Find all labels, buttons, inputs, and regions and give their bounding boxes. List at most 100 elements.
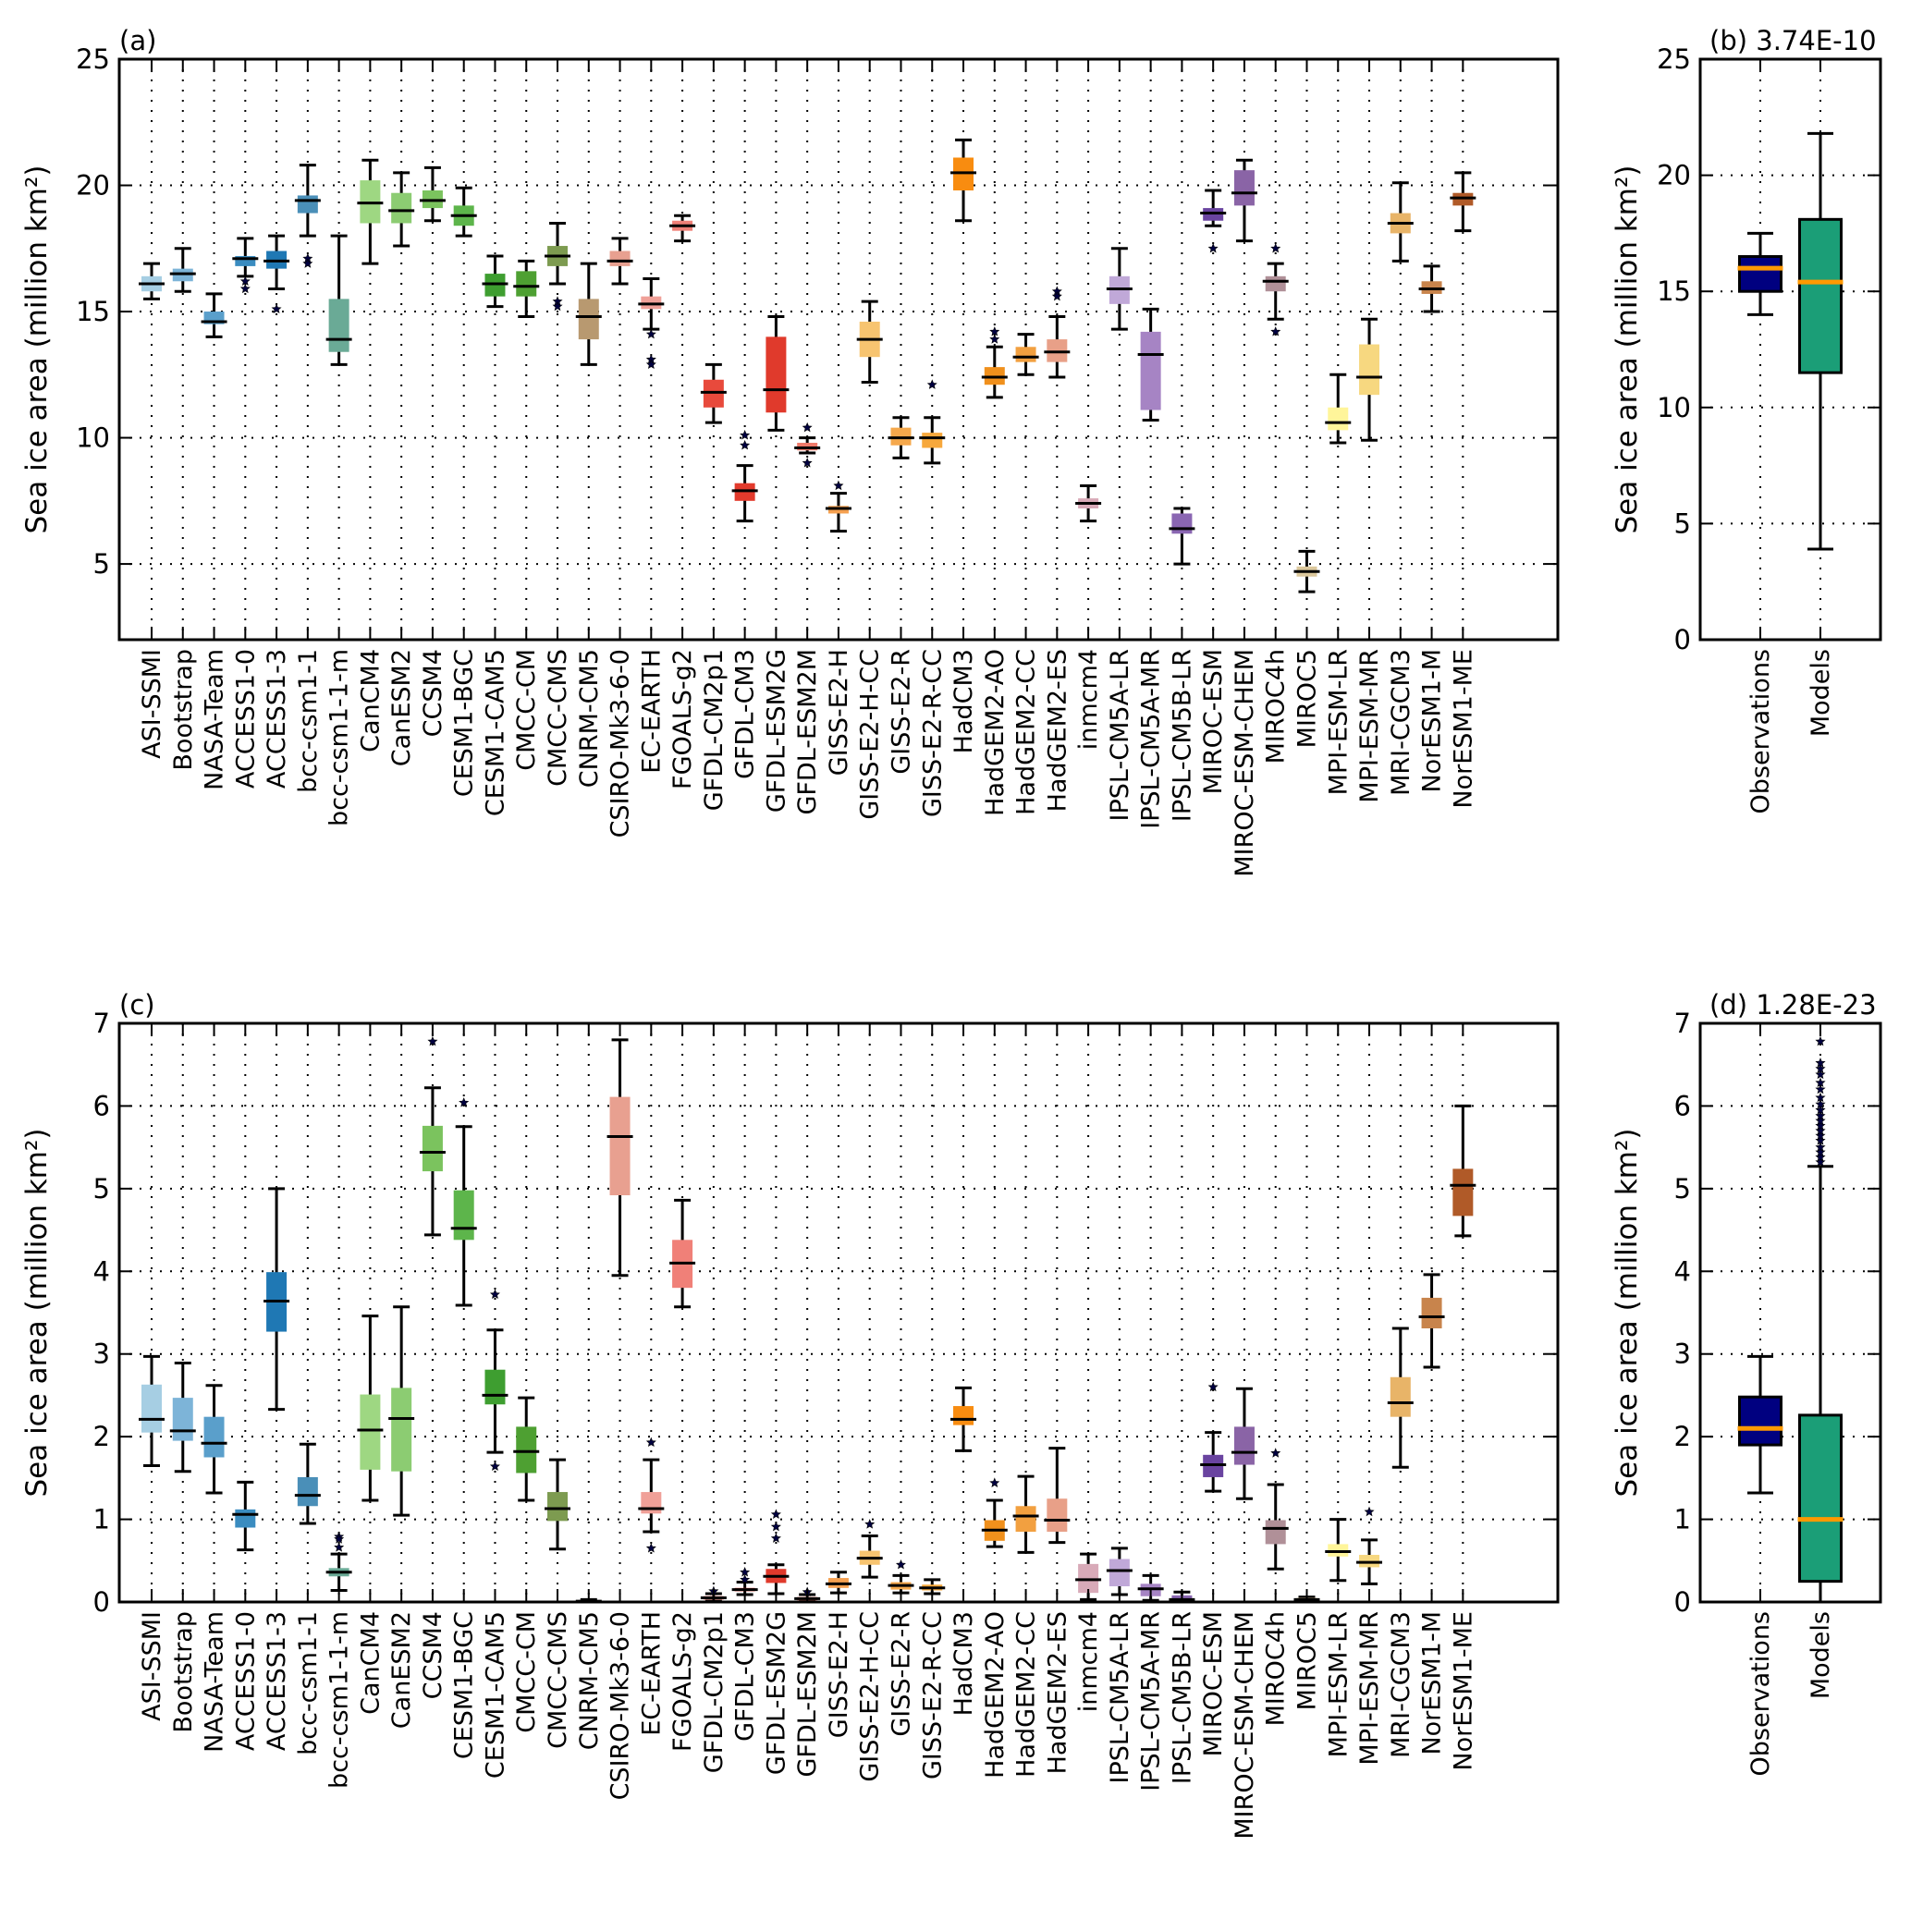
box-bootstrap	[169, 1362, 196, 1473]
x-tick-label: HadGEM2-AO	[981, 649, 1010, 816]
box-gfdl-cm3	[731, 430, 758, 523]
y-tick-label: 3	[1674, 1339, 1691, 1370]
x-tick-label: HadGEM2-CC	[1012, 1611, 1041, 1778]
box-observations	[1737, 231, 1783, 316]
axes-frame	[1698, 57, 1882, 642]
box-cmcc-cms	[545, 1458, 571, 1551]
outlier-point	[1815, 1135, 1826, 1145]
panel-title: (b) 3.74E-10	[1709, 25, 1877, 56]
outlier-point	[895, 1559, 906, 1570]
x-tick-label: ACCESS1-3	[263, 649, 291, 789]
outlier-point	[1207, 1381, 1219, 1392]
x-tick-label: GISS-E2-H-CC	[856, 1611, 885, 1782]
outlier-point	[334, 1542, 345, 1552]
outlier-point	[459, 1097, 470, 1107]
box-iqr	[1015, 1506, 1036, 1532]
outlier-point	[645, 359, 656, 370]
box-cmcc-cm	[513, 1396, 540, 1502]
x-tick-label: HadGEM2-CC	[1012, 649, 1041, 815]
x-tick-label: HadCM3	[949, 649, 978, 753]
panel-b: 0 5 10 15 20 25 Observations Models (b) 3.74E-10…	[1611, 25, 1882, 813]
x-tick-label: MPI-ESM-MR	[1355, 649, 1384, 803]
outlier-point	[864, 1519, 876, 1529]
outlier-point	[740, 430, 751, 440]
outlier-point	[1815, 1063, 1826, 1073]
x-tick-label: IPSL-CM5A-MR	[1137, 649, 1166, 829]
x-tick-label: ASI-SSMI	[138, 649, 166, 759]
box-csiro-mk3-6-0	[606, 237, 633, 286]
outlier-point	[271, 303, 282, 314]
x-tick-label: GFDL-ESM2G	[762, 1611, 790, 1775]
x-tick-label: GFDL-CM3	[731, 649, 760, 779]
box-iqr	[1798, 217, 1843, 374]
box-fgoals-g2	[669, 1198, 696, 1309]
box-iqr	[953, 1406, 974, 1425]
box-access1-3	[263, 1187, 290, 1412]
outlier-point	[1815, 1120, 1826, 1131]
x-tick-label: ASI-SSMI	[138, 1611, 166, 1721]
outlier-point	[740, 1567, 751, 1577]
y-tick-label: 20	[76, 170, 110, 202]
x-tick-label: GFDL-ESM2M	[793, 649, 822, 815]
panel-d: 0 1 2 3 4 5 6 7 Observations Models (d) 1.28E-23 Se…	[1611, 989, 1882, 1776]
y-tick-label: 0	[93, 1586, 110, 1618]
x-tick-label: Observations	[1746, 1611, 1775, 1776]
box-iqr	[235, 255, 256, 266]
outlier-point	[926, 379, 937, 389]
outlier-point	[1815, 1156, 1826, 1167]
outlier-point	[770, 1533, 781, 1543]
x-tick-label: FGOALS-g2	[668, 649, 697, 789]
x-tick-label: GFDL-CM2p1	[700, 649, 729, 811]
y-tick-label: 1	[1674, 1504, 1691, 1535]
box-inmcm4	[1075, 483, 1102, 523]
box-iqr	[609, 251, 631, 266]
outlier-point	[1270, 243, 1281, 253]
outlier-point	[645, 1543, 656, 1553]
outlier-point	[489, 1461, 500, 1472]
box-iqr	[297, 195, 318, 214]
outlier-point	[1815, 1130, 1826, 1141]
box-hadcm3	[950, 1386, 977, 1452]
x-tick-label: HadGEM2-ES	[1043, 1611, 1072, 1774]
box-giss-e2-r	[888, 1559, 914, 1595]
box-giss-e2-r	[888, 416, 914, 459]
box-models	[1797, 1035, 1844, 1604]
outlier-point	[989, 1477, 1000, 1487]
axes-frame	[117, 1021, 1560, 1604]
box-access1-0	[232, 237, 259, 294]
box-giss-e2-h	[825, 480, 851, 533]
y-tick-label: 10	[76, 422, 110, 454]
x-tick-label: CESM1-CAM5	[481, 1611, 509, 1779]
box-iqr	[328, 299, 349, 352]
outlier-point	[1815, 1152, 1826, 1162]
y-tick-label: 0	[1674, 624, 1691, 655]
outlier-point	[1815, 1110, 1826, 1120]
box-iqr	[360, 1394, 381, 1470]
y-tick-label: 10	[1657, 392, 1691, 423]
x-tick-label: EC-EARTH	[637, 1611, 666, 1736]
y-tick-label: 15	[1657, 275, 1691, 307]
outlier-point	[1815, 1146, 1826, 1157]
box-iqr	[203, 1416, 225, 1458]
box-iqr	[172, 1398, 193, 1441]
box-iqr	[1015, 347, 1036, 362]
box-iqr	[516, 1426, 537, 1473]
x-tick-label: CCSM4	[419, 649, 447, 737]
y-tick-label: 5	[1674, 1173, 1691, 1204]
y-tick-label: 7	[93, 1008, 110, 1039]
box-canesm2	[388, 1305, 415, 1517]
box-iqr	[1047, 1498, 1068, 1532]
outlier-point	[645, 328, 656, 339]
box-models	[1797, 131, 1844, 551]
box-iqr	[641, 1492, 662, 1514]
x-tick-label: ACCESS1-0	[231, 1611, 260, 1751]
box-miroc-esm	[1200, 189, 1227, 253]
x-tick-label: FGOALS-g2	[668, 1611, 697, 1752]
y-tick-label: 5	[1674, 507, 1691, 539]
box-iqr	[1798, 1413, 1843, 1584]
y-axis-title: Sea ice area (million km²)	[1611, 1128, 1644, 1497]
box-iqr	[578, 299, 599, 340]
y-tick-label: 6	[1674, 1090, 1691, 1121]
box-canesm2	[388, 171, 415, 248]
box-hadgem2-es	[1044, 286, 1071, 379]
